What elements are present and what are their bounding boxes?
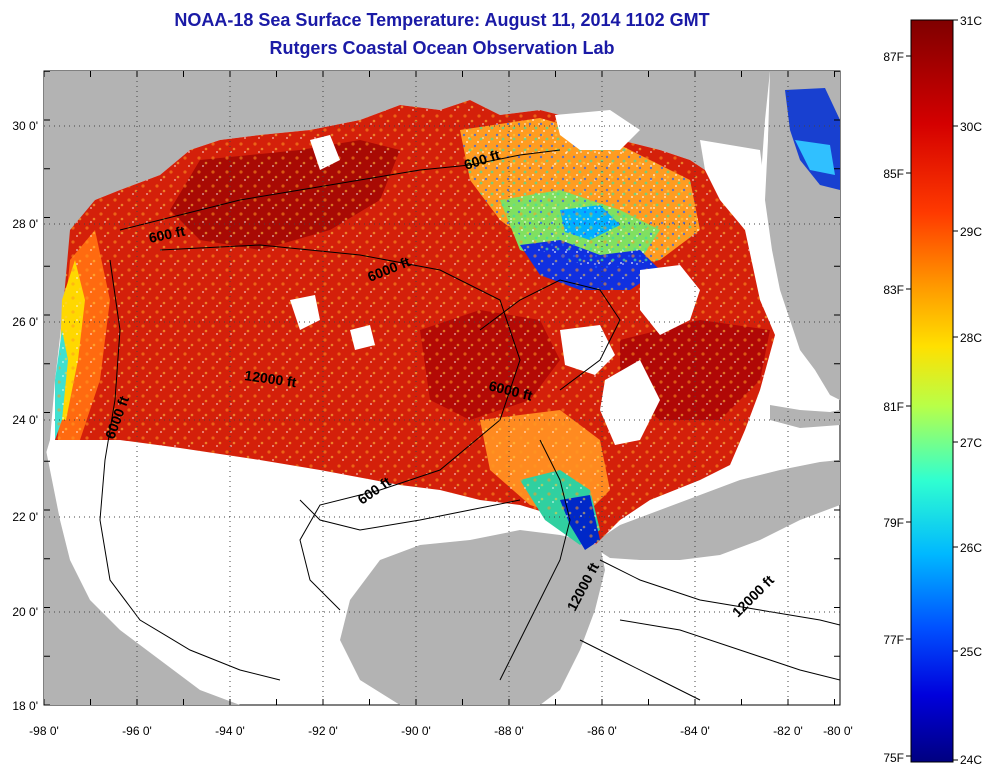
land-cuba xyxy=(590,460,840,560)
lon-tick-label: -88 0' xyxy=(494,724,524,738)
land-mexico xyxy=(44,440,240,705)
colorbar-fahrenheit-label: 81F xyxy=(883,400,904,414)
lon-tick-label: -86 0' xyxy=(587,724,617,738)
lon-tick-label: -96 0' xyxy=(122,724,152,738)
colorbar-fahrenheit-label: 79F xyxy=(883,516,904,530)
land-us-gulf-coast xyxy=(44,71,770,460)
lat-tick-label: 28 0' xyxy=(12,217,38,231)
contour-label: 600 ft xyxy=(147,223,186,246)
colorbar-fahrenheit-label: 75F xyxy=(883,751,904,765)
lat-tick-label: 30 0' xyxy=(12,119,38,133)
land-yucatan xyxy=(340,530,605,705)
lat-tick-label: 20 0' xyxy=(12,605,38,619)
bathymetry-contours xyxy=(99,149,840,701)
lon-labels: -98 0' -96 0' -94 0' -92 0' -90 0' -88 0… xyxy=(29,724,853,738)
lon-tick-label: -98 0' xyxy=(29,724,59,738)
lon-tick-label: -80 0' xyxy=(823,724,853,738)
axis-ticks xyxy=(43,70,840,706)
colorbar-celsius-label: 29C xyxy=(960,225,982,239)
lon-tick-label: -94 0' xyxy=(215,724,245,738)
colorbar-celsius-label: 28C xyxy=(960,331,982,345)
lon-tick-label: -90 0' xyxy=(401,724,431,738)
lat-tick-label: 24 0' xyxy=(12,413,38,427)
colorbar: 31C 30C 29C 28C 27C 26C 25C 24C 87F 85F … xyxy=(883,14,982,767)
colorbar-celsius-label: 31C xyxy=(960,14,982,28)
colorbar-fahrenheit-label: 85F xyxy=(883,167,904,181)
land-florida-keys xyxy=(770,405,840,428)
lat-labels: 18 0' 20 0' 22 0' 24 0' 26 0' 28 0' 30 0… xyxy=(12,119,38,713)
lat-tick-label: 26 0' xyxy=(12,315,38,329)
lat-lon-grid xyxy=(44,71,840,705)
contour-label: 12000 ft xyxy=(244,367,298,390)
sst-swath xyxy=(55,100,775,550)
lon-tick-label: -82 0' xyxy=(773,724,803,738)
lon-tick-label: -84 0' xyxy=(680,724,710,738)
map-title: NOAA-18 Sea Surface Temperature: August … xyxy=(174,10,710,30)
colorbar-celsius-label: 25C xyxy=(960,645,982,659)
colorbar-celsius-label: 24C xyxy=(960,753,982,767)
colorbar-celsius-label: 26C xyxy=(960,541,982,555)
lon-tick-label: -92 0' xyxy=(308,724,338,738)
colorbar-celsius-label: 27C xyxy=(960,436,982,450)
colorbar-fahrenheit-label: 87F xyxy=(883,50,904,64)
colorbar-fahrenheit-label: 83F xyxy=(883,283,904,297)
colorbar-gradient xyxy=(910,19,954,763)
colorbar-celsius-label: 30C xyxy=(960,120,982,134)
lat-tick-label: 22 0' xyxy=(12,510,38,524)
map-subtitle: Rutgers Coastal Ocean Observation Lab xyxy=(269,38,615,58)
lat-tick-label: 18 0' xyxy=(12,699,38,713)
colorbar-fahrenheit-label: 77F xyxy=(883,633,904,647)
